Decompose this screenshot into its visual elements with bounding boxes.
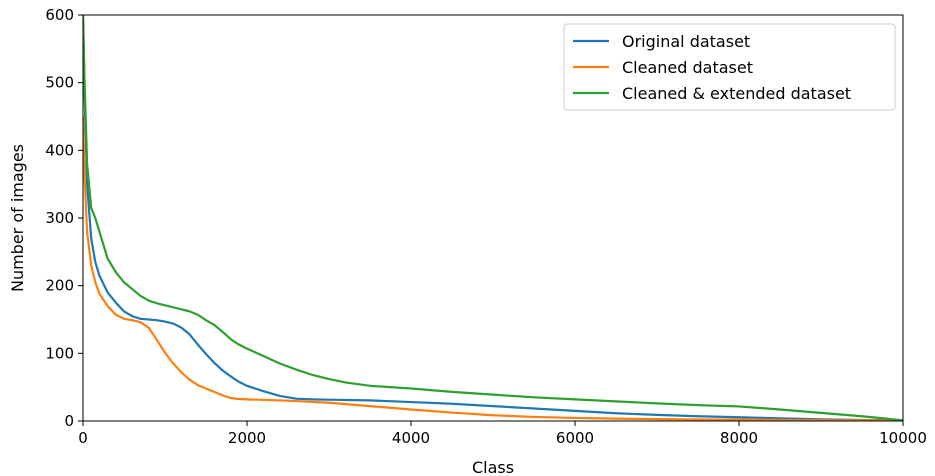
- y-tick-label: 0: [64, 412, 74, 430]
- legend: Original dataset Cleaned dataset Cleaned &…: [563, 23, 896, 111]
- x-axis-ticks: 0 2000 4000 6000 8000 10000: [78, 421, 927, 447]
- legend-label-3: Cleaned & extended dataset: [622, 84, 851, 103]
- series-line-3: [83, 15, 903, 421]
- y-tick-label: 100: [45, 344, 74, 362]
- x-axis-title: Class: [472, 458, 514, 476]
- legend-label-2: Cleaned dataset: [622, 58, 753, 77]
- x-tick-label: 2000: [228, 429, 266, 447]
- legend-label-1: Original dataset: [622, 32, 750, 51]
- y-tick-label: 500: [45, 74, 74, 92]
- y-axis-title: Number of images: [8, 144, 27, 292]
- y-tick-label: 300: [45, 209, 74, 227]
- y-tick-label: 600: [45, 6, 74, 24]
- plot-content: [83, 15, 903, 421]
- x-tick-label: 6000: [556, 429, 594, 447]
- x-tick-label: 10000: [879, 429, 927, 447]
- x-tick-label: 8000: [720, 429, 758, 447]
- y-tick-label: 200: [45, 277, 74, 295]
- series-line-1: [83, 15, 903, 421]
- x-tick-label: 4000: [392, 429, 430, 447]
- y-tick-label: 400: [45, 141, 74, 159]
- x-tick-label: 0: [78, 429, 88, 447]
- y-axis-ticks: 0 100 200 300 400 500 600: [45, 6, 83, 430]
- series-line-2: [83, 115, 903, 421]
- legend-box: [563, 23, 896, 111]
